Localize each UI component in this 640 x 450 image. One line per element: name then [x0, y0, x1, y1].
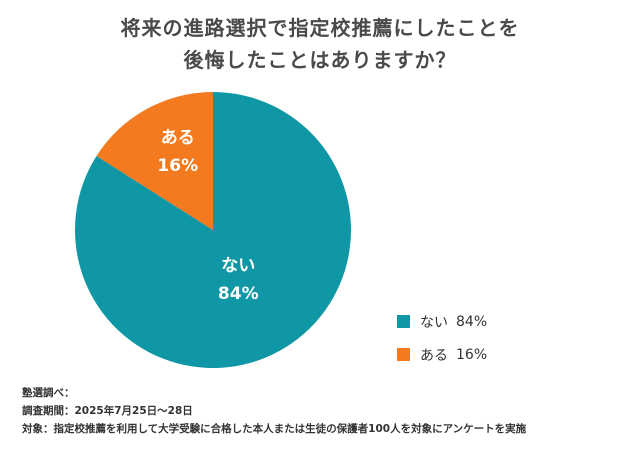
footnote: 塾選調べ： 調査期間：2025年7月25日〜28日 対象：指定校推薦を利用して大… — [22, 384, 526, 438]
legend-item-nai: ない 84% — [397, 312, 487, 331]
legend-swatch-nai — [397, 315, 410, 328]
legend-item-aru: ある 16% — [397, 345, 487, 364]
chart-title-line-1: 将来の進路選択で指定校推薦にしたことを — [120, 16, 520, 40]
pie-slice-aru — [96, 92, 213, 230]
chart-title: 将来の進路選択で指定校推薦にしたことを 後悔したことはありますか？ — [0, 12, 640, 76]
footnote-period: 調査期間：2025年7月25日〜28日 — [22, 405, 193, 417]
legend-label-aru: ある — [420, 347, 448, 364]
pie-label-value-nai: 84% — [218, 284, 259, 304]
legend: ない 84% ある 16% — [397, 312, 487, 378]
legend-label-nai: ない — [420, 314, 448, 331]
chart-title-line-2: 後悔したことはありますか？ — [183, 48, 457, 72]
pie-slices — [74, 92, 351, 368]
footnote-source: 塾選調べ： — [22, 387, 75, 399]
legend-value-nai: 84% — [456, 313, 488, 330]
pie-label-name-aru: ある — [161, 128, 195, 148]
legend-value-aru: 16% — [456, 346, 488, 363]
legend-swatch-aru — [397, 348, 410, 361]
pie-labels: ない 84% ある 16% — [157, 128, 258, 304]
pie-label-name-nai: ない — [221, 256, 255, 276]
footnote-target: 対象：指定校推薦を利用して大学受験に合格した本人または生徒の保護者100人を対象… — [22, 423, 527, 435]
pie-label-value-aru: 16% — [157, 156, 198, 176]
